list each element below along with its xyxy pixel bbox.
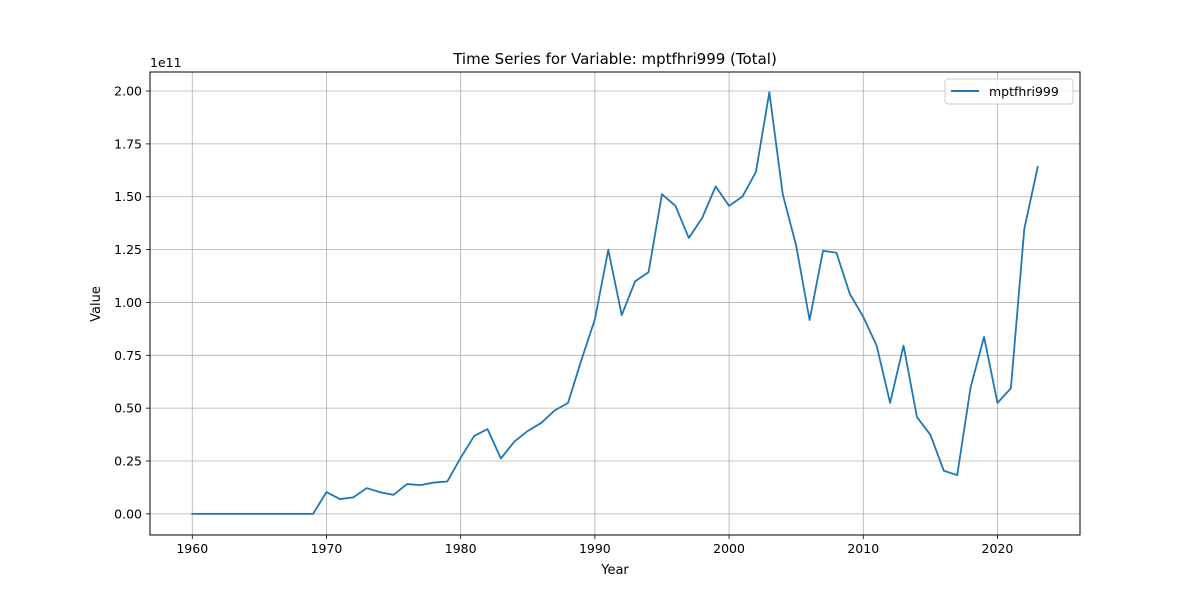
- y-offset-label: 1e11: [150, 55, 182, 70]
- y-tick-label: 2.00: [114, 84, 142, 99]
- series-layer: [191, 91, 1039, 515]
- x-axis-label: Year: [600, 563, 629, 578]
- legend-label: mptfhri999: [989, 84, 1059, 99]
- plot-frame: [149, 71, 1081, 536]
- legend: mptfhri999: [944, 78, 1074, 105]
- y-tick-label: 0.75: [114, 348, 142, 363]
- y-tick-label: 1.50: [114, 189, 142, 204]
- legend-box: [944, 78, 1074, 105]
- x-tick-label: 1990: [579, 541, 611, 556]
- y-axis-label: Value: [89, 286, 104, 322]
- x-tick-label: 2000: [713, 541, 745, 556]
- x-tick-label: 2020: [982, 541, 1014, 556]
- y-tick-label: 1.25: [114, 242, 142, 257]
- y-axis: 0.00 0.25 0.50 0.75 1.00 1.25 1.50 1.75 2.00: [114, 84, 150, 521]
- series-line-mptfhri999: [191, 91, 1039, 515]
- x-tick-label: 1970: [311, 541, 343, 556]
- y-tick-label: 0.50: [114, 401, 142, 416]
- x-tick-label: 1960: [176, 541, 208, 556]
- y-tick-label: 1.75: [114, 136, 142, 151]
- x-axis: 1960 1970 1980 1990 2000 2010 2020: [176, 535, 1013, 556]
- y-tick-label: 0.00: [114, 506, 142, 521]
- x-tick-label: 2010: [847, 541, 879, 556]
- y-tick-label: 1.00: [114, 295, 142, 310]
- chart-title: Time Series for Variable: mptfhri999 (To…: [452, 50, 777, 68]
- y-tick-label: 0.25: [114, 454, 142, 469]
- x-tick-label: 1980: [445, 541, 477, 556]
